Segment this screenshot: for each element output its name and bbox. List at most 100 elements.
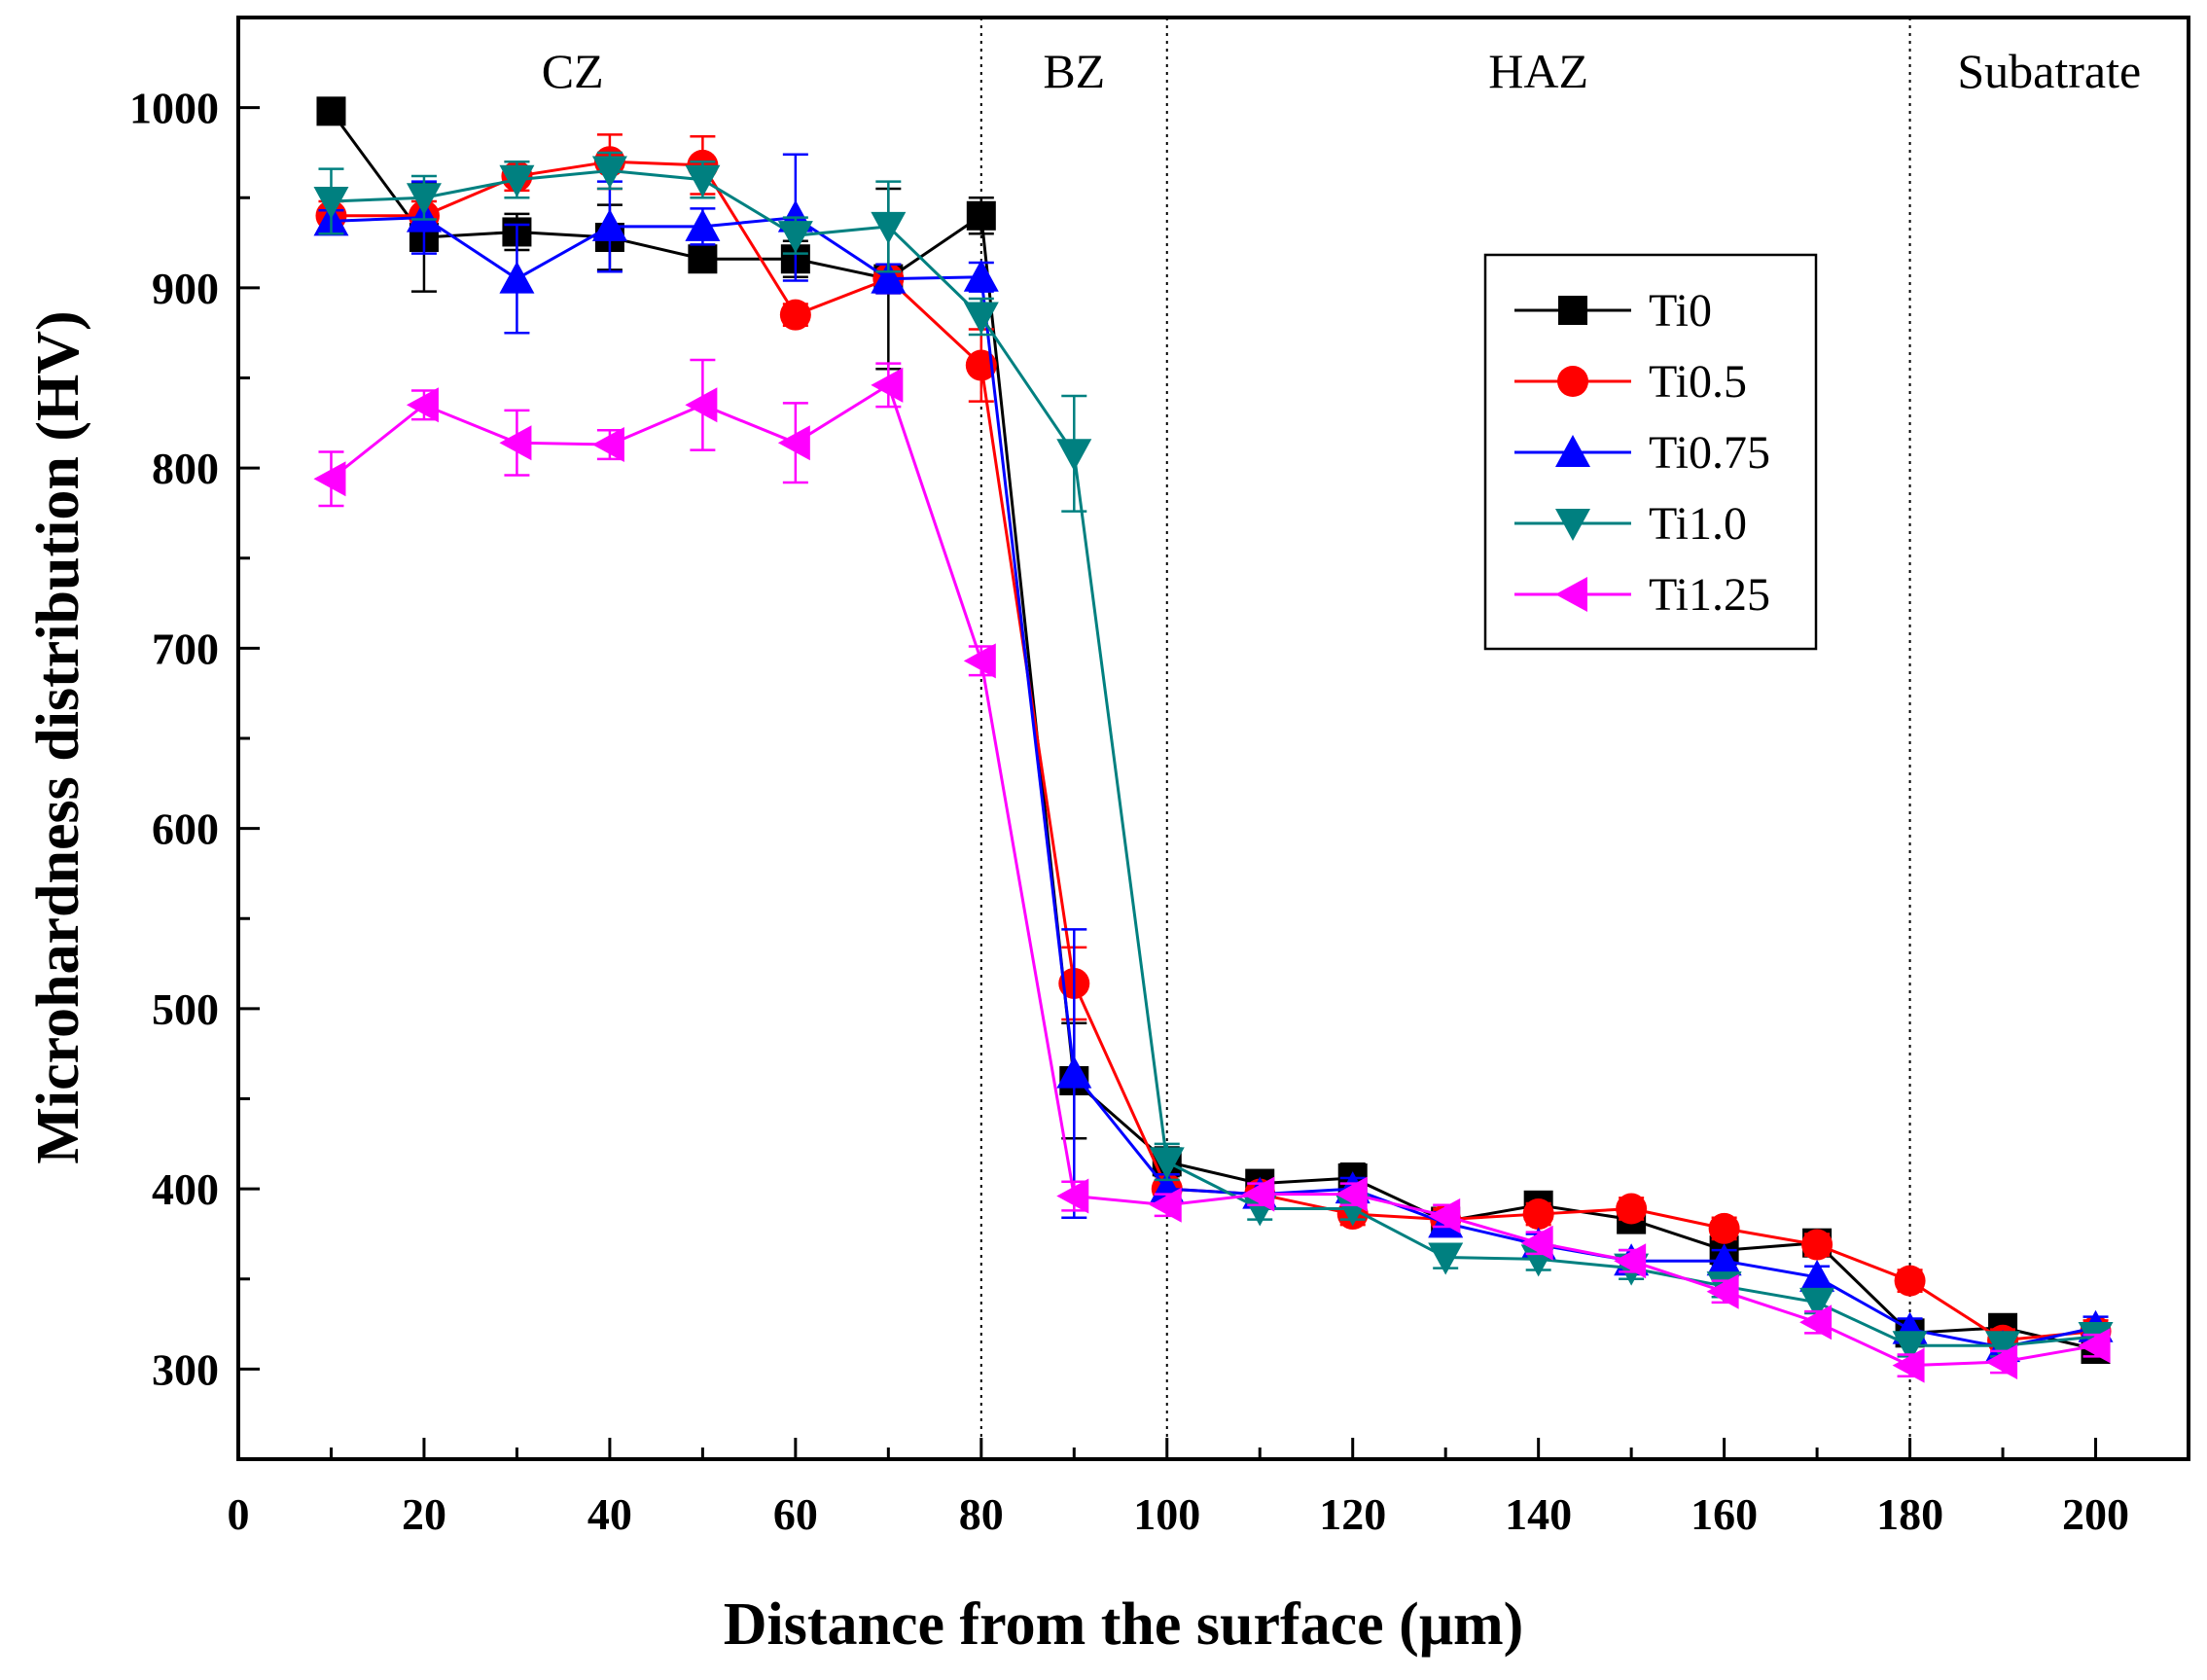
point-ti0-5-14 xyxy=(1616,1193,1648,1225)
x-tick-label-4: 80 xyxy=(959,1489,1004,1539)
point-ti0-75-4 xyxy=(685,208,721,241)
point-ti1-25-7 xyxy=(963,643,996,679)
point-ti1-25-6 xyxy=(871,367,904,403)
point-ti1-25-3 xyxy=(591,427,624,463)
point-ti0-75-16 xyxy=(1799,1259,1835,1292)
point-ti1-0-1 xyxy=(406,183,442,216)
point-ti1-25-14 xyxy=(1614,1243,1647,1279)
y-tick-label-3: 600 xyxy=(152,804,219,854)
point-ti0-5-17 xyxy=(1894,1265,1926,1297)
point-ti1-0-7 xyxy=(963,302,999,335)
series-ti1-0 xyxy=(313,151,2114,1364)
point-ti1-0-9 xyxy=(1149,1147,1185,1180)
point-ti0-7 xyxy=(966,200,996,231)
point-ti1-25-15 xyxy=(1706,1273,1739,1309)
legend-marker-ti0-75 xyxy=(1555,435,1590,467)
point-ti1-0-6 xyxy=(871,211,907,244)
point-ti1-25-19 xyxy=(2078,1328,2111,1364)
legend-label-ti0: Ti0 xyxy=(1649,285,1712,337)
legend: Ti0 Ti0.5 Ti0.75 Ti1.0 Ti1.25 xyxy=(1483,253,1818,651)
zone-label-1: BZ xyxy=(1043,44,1105,98)
legend-marker-ti1-0 xyxy=(1555,509,1590,541)
legend-label-ti0-75: Ti0.75 xyxy=(1649,427,1770,479)
x-tick-label-1: 20 xyxy=(402,1489,446,1539)
x-tick-label-3: 60 xyxy=(773,1489,818,1539)
point-ti1-25-2 xyxy=(499,425,532,461)
point-ti1-25-5 xyxy=(777,425,810,461)
y-tick-label-1: 400 xyxy=(152,1164,219,1214)
point-ti0-75-6 xyxy=(871,261,907,294)
series-line-ti1-25 xyxy=(330,382,2096,1368)
series-ti1-25 xyxy=(313,358,2111,1383)
y-tick-label-6: 900 xyxy=(152,264,219,313)
point-ti1-25-13 xyxy=(1520,1225,1553,1261)
series-line-ti0-75 xyxy=(331,216,2096,1349)
point-ti1-25-1 xyxy=(406,387,439,423)
point-ti0-75-3 xyxy=(591,208,627,241)
point-ti1-25-18 xyxy=(1985,1343,2018,1379)
series-line-ti0-5 xyxy=(331,160,2096,1342)
legend-label-ti1-0: Ti1.0 xyxy=(1649,498,1747,550)
x-tick-label-9: 180 xyxy=(1876,1489,1943,1539)
point-ti1-25-9 xyxy=(1149,1187,1182,1223)
point-ti0-75-15 xyxy=(1706,1243,1742,1276)
x-tick-label-10: 200 xyxy=(2062,1489,2129,1539)
point-ti0-5-7 xyxy=(965,349,997,381)
x-axis-label: Distance from the surface (μm) xyxy=(724,1591,1524,1658)
point-ti1-0-2 xyxy=(499,164,535,197)
point-ti1-0-16 xyxy=(1799,1287,1835,1320)
x-tick-label-5: 100 xyxy=(1133,1489,1200,1539)
zones-layer: CZ BZ HAZ Subatrate xyxy=(542,18,2141,1459)
point-ti1-25-12 xyxy=(1428,1197,1461,1233)
point-ti1-0-12 xyxy=(1428,1242,1464,1275)
series-line-ti1-0 xyxy=(331,168,2096,1347)
point-ti1-25-4 xyxy=(685,387,718,423)
point-ti0-75-7 xyxy=(963,259,999,292)
x-tick-label-6: 120 xyxy=(1319,1489,1386,1539)
zone-label-3: Subatrate xyxy=(1957,44,2141,98)
x-tick-label-8: 160 xyxy=(1691,1489,1758,1539)
y-tick-label-7: 1000 xyxy=(129,84,219,133)
point-ti1-0-18 xyxy=(1985,1331,2021,1364)
point-ti0-4 xyxy=(688,244,718,274)
point-ti0-5-13 xyxy=(1522,1198,1554,1231)
point-ti1-0-0 xyxy=(313,186,349,219)
point-ti1-0-4 xyxy=(685,164,721,197)
y-axis-label: Microhardness distribution (HV) xyxy=(25,310,91,1163)
point-ti0-0 xyxy=(316,96,346,126)
point-ti0-5-16 xyxy=(1801,1229,1833,1261)
point-ti1-0-8 xyxy=(1056,439,1092,472)
point-ti0-75-8 xyxy=(1056,1055,1092,1089)
series-layer xyxy=(313,96,2114,1383)
zone-label-0: CZ xyxy=(542,44,604,98)
series-line-ti0 xyxy=(330,110,2096,1351)
point-ti1-25-8 xyxy=(1056,1178,1089,1214)
x-tick-label-7: 140 xyxy=(1505,1489,1572,1539)
y-tick-label-5: 800 xyxy=(152,444,219,493)
point-ti1-0-3 xyxy=(591,156,627,189)
point-ti1-25-17 xyxy=(1892,1347,1925,1383)
point-ti1-25-0 xyxy=(313,461,346,497)
zone-label-2: HAZ xyxy=(1488,44,1588,98)
y-tick-label-0: 300 xyxy=(152,1344,219,1394)
series-ti0 xyxy=(316,96,2111,1364)
point-ti1-25-10 xyxy=(1242,1176,1275,1212)
legend-marker-ti1-25 xyxy=(1555,577,1587,612)
legend-marker-ti0 xyxy=(1558,296,1587,325)
axes-layer: 0 20 40 60 80 100 120 140 160 180 200 300 400 500 600 7… xyxy=(129,84,2129,1539)
point-ti0-5-15 xyxy=(1708,1212,1740,1244)
y-tick-label-4: 700 xyxy=(152,624,219,673)
legend-label-ti0-5: Ti0.5 xyxy=(1649,356,1747,408)
y-tick-label-2: 500 xyxy=(152,984,219,1034)
point-ti1-25-16 xyxy=(1799,1305,1833,1340)
point-ti0-5-5 xyxy=(779,299,811,331)
legend-label-ti1-25: Ti1.25 xyxy=(1649,569,1770,621)
x-tick-label-0: 0 xyxy=(228,1489,250,1539)
point-ti1-25-11 xyxy=(1335,1176,1368,1212)
point-ti1-0-17 xyxy=(1892,1331,1928,1364)
series-ti0-75 xyxy=(313,153,2114,1363)
point-ti1-0-5 xyxy=(777,221,813,254)
point-ti0-75-2 xyxy=(499,261,535,294)
